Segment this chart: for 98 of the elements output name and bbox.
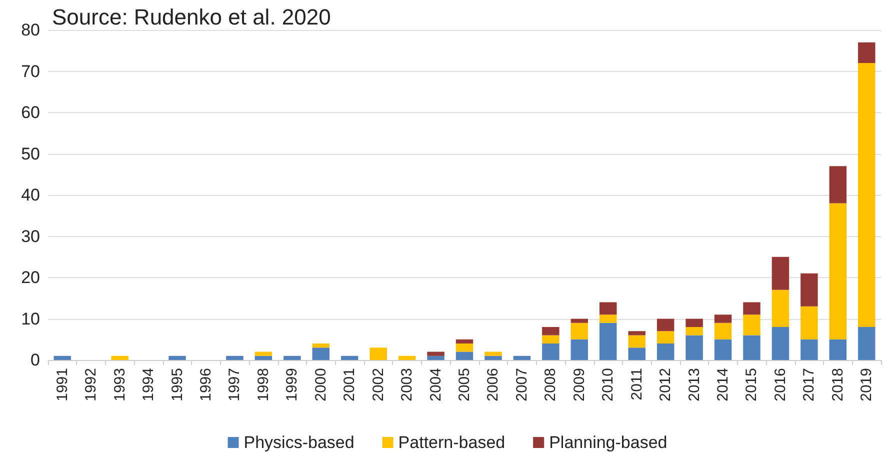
bar <box>686 335 703 360</box>
bar <box>628 348 646 360</box>
x-tick-label: 2004 <box>427 368 444 402</box>
bar <box>743 335 760 360</box>
bar <box>800 306 818 340</box>
y-tick-label: 80 <box>21 20 40 40</box>
source-note: Source: Rudenko et al. 2020 <box>52 4 331 30</box>
bar <box>772 327 790 360</box>
bar <box>772 256 790 290</box>
bar <box>600 302 617 315</box>
x-tick-label: 1995 <box>168 368 186 402</box>
bar <box>829 203 847 340</box>
x-tick-label: 2011 <box>628 368 646 400</box>
bar <box>54 356 71 360</box>
x-tick-label: 2014 <box>714 368 732 402</box>
bar <box>829 166 847 204</box>
bar <box>513 356 531 360</box>
bar <box>714 339 732 360</box>
bar <box>456 344 474 352</box>
bar <box>858 42 876 63</box>
bar <box>686 318 703 327</box>
bar <box>312 344 330 348</box>
x-tick-label: 1999 <box>284 368 301 402</box>
bar <box>656 331 674 344</box>
bar <box>542 335 560 344</box>
x-tick-label: 2009 <box>570 368 588 402</box>
x-tick-label: 1993 <box>111 368 128 402</box>
bar <box>254 352 272 356</box>
legend-label: Physics-based <box>244 433 354 452</box>
bar <box>686 327 703 336</box>
x-tick-label: 2007 <box>513 368 530 402</box>
bar <box>600 314 617 323</box>
bar <box>312 348 330 360</box>
bar <box>542 344 560 360</box>
bar <box>254 356 272 360</box>
x-tick-label: 2019 <box>858 368 876 402</box>
x-tick-label: 2012 <box>657 368 674 402</box>
bar <box>226 356 244 360</box>
bar <box>456 339 474 344</box>
bar <box>284 356 301 360</box>
y-tick-label: 30 <box>21 226 40 246</box>
bar <box>398 356 416 360</box>
bar <box>628 331 646 336</box>
x-tick-label: 1997 <box>226 368 244 402</box>
x-tick-label: 2001 <box>341 368 358 402</box>
x-tick-label: 2005 <box>456 368 473 402</box>
bar <box>743 302 760 315</box>
x-tick-label: 1992 <box>82 368 100 402</box>
x-tick-label: 1996 <box>197 368 214 402</box>
bar <box>656 318 674 332</box>
bar <box>427 352 444 356</box>
x-tick-label: 2000 <box>312 368 330 402</box>
y-tick-label: 20 <box>21 268 40 287</box>
x-tick-label: 2010 <box>600 368 617 402</box>
bar <box>570 339 588 360</box>
y-tick-label: 40 <box>21 186 40 204</box>
y-tick-label: 10 <box>21 309 40 328</box>
bar <box>168 356 186 360</box>
y-tick-label: 60 <box>21 103 40 122</box>
bar <box>829 339 847 360</box>
bar <box>800 339 818 360</box>
bar <box>570 318 588 323</box>
bar <box>858 63 876 327</box>
x-tick-label: 2015 <box>743 368 760 402</box>
bar <box>858 327 876 360</box>
bar <box>456 352 474 360</box>
legend-label: Pattern-based <box>398 433 506 452</box>
bar <box>370 348 387 360</box>
x-tick-label: 2013 <box>686 368 703 402</box>
y-tick-label: 50 <box>21 144 40 164</box>
bar <box>570 322 588 340</box>
bar <box>111 356 128 360</box>
bar <box>340 356 358 360</box>
y-tick-label: 70 <box>21 62 40 81</box>
bar <box>772 290 790 327</box>
x-tick-label: 2006 <box>484 368 502 402</box>
bar <box>484 352 502 356</box>
bar <box>484 356 502 360</box>
x-tick-label: 2016 <box>772 368 789 402</box>
bar <box>714 314 732 323</box>
bar <box>714 322 732 340</box>
bar <box>600 322 617 360</box>
bar <box>656 344 674 360</box>
bar <box>800 273 818 306</box>
x-tick-label: 1994 <box>140 368 158 402</box>
x-tick-label: 1991 <box>54 368 71 402</box>
x-tick-label: 1998 <box>254 368 272 402</box>
bar <box>427 356 444 360</box>
x-tick-label: 2008 <box>542 368 560 402</box>
bar <box>628 335 646 348</box>
x-tick-label: 2018 <box>829 368 846 402</box>
legend-label: Planning-based <box>549 433 668 452</box>
x-tick-label: 2003 <box>398 368 416 402</box>
bar <box>743 314 760 336</box>
x-tick-label: 2017 <box>800 368 818 402</box>
y-tick-label: 0 <box>30 350 40 370</box>
bar <box>542 327 560 336</box>
x-tick-label: 2002 <box>370 368 387 402</box>
